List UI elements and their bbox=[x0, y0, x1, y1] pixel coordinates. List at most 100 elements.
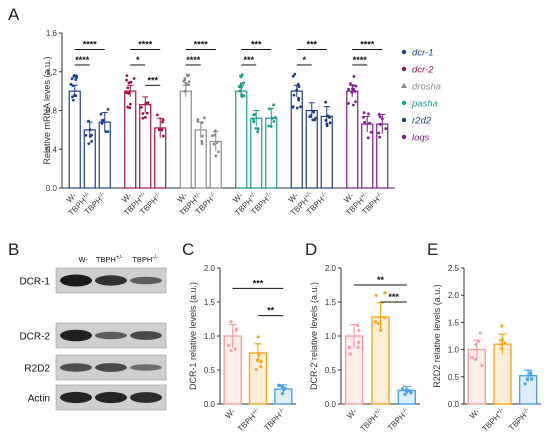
data-point bbox=[347, 345, 351, 349]
y-tick-label: 1.0 bbox=[448, 346, 460, 355]
data-point bbox=[239, 82, 243, 86]
panel-d-dcr2-chart: 0.0 0.5 1.0 1.5 2.0 DCR-2 relative levels (a.… bbox=[309, 264, 420, 434]
data-point bbox=[297, 85, 301, 88]
data-point bbox=[129, 80, 133, 84]
data-point bbox=[200, 121, 204, 125]
data-point bbox=[349, 82, 352, 86]
data-point bbox=[90, 140, 93, 143]
y-axis-title: DCR-2 relative levels (a.u.) bbox=[309, 282, 319, 390]
data-point bbox=[161, 134, 165, 138]
x-tick-label: W- bbox=[224, 407, 238, 421]
blot-row-label: DCR-2 bbox=[19, 332, 50, 343]
bar bbox=[194, 129, 207, 189]
y-tick-label: 1.6 bbox=[46, 29, 58, 38]
y-axis-title-a: Relative mRNA leves (a.u.) bbox=[42, 56, 52, 164]
data-point bbox=[187, 80, 191, 83]
significance-label: **** bbox=[360, 39, 375, 49]
data-point bbox=[299, 105, 302, 109]
data-point bbox=[106, 108, 110, 111]
significance-label: * bbox=[302, 55, 306, 65]
data-point bbox=[325, 124, 329, 128]
data-point bbox=[473, 357, 478, 362]
data-point bbox=[351, 103, 355, 107]
data-point bbox=[478, 331, 482, 335]
data-point bbox=[240, 85, 243, 89]
data-point bbox=[273, 116, 277, 119]
data-point bbox=[271, 116, 274, 120]
significance-label: *** bbox=[306, 39, 317, 49]
data-point bbox=[74, 78, 78, 82]
data-point bbox=[351, 87, 354, 91]
data-point bbox=[367, 112, 370, 116]
data-point bbox=[354, 84, 358, 88]
y-tick-label: 0.0 bbox=[325, 400, 337, 409]
data-point bbox=[324, 118, 328, 122]
data-point bbox=[141, 112, 145, 115]
panel-letter-d: D bbox=[305, 240, 317, 259]
y-axis-title: DCR-1 relative levels (a.u.) bbox=[188, 282, 198, 390]
blot-row-label: Actin bbox=[28, 394, 50, 405]
data-point bbox=[356, 324, 360, 328]
data-point bbox=[87, 142, 91, 146]
data-point bbox=[257, 353, 261, 357]
data-point bbox=[474, 343, 478, 347]
data-point bbox=[254, 126, 258, 130]
data-point bbox=[242, 81, 246, 85]
data-point bbox=[280, 392, 285, 396]
bar bbox=[179, 90, 192, 189]
panel-a-mrna-chart: 0.0 0.4 0.8 1.2 1.6 Relative mRNA leves (a.u.… bbox=[42, 29, 441, 218]
data-point bbox=[353, 90, 357, 93]
data-point bbox=[145, 111, 149, 115]
data-point bbox=[196, 119, 200, 123]
y-tick-label: 1.2 bbox=[46, 68, 58, 77]
data-point bbox=[252, 120, 256, 124]
bar bbox=[265, 117, 278, 189]
data-point bbox=[211, 134, 214, 138]
blot-band bbox=[60, 363, 92, 372]
panel-e-r2d2-chart: 0.0 0.5 1.0 1.5 2.0 2.5 R2D2 relative levels (… bbox=[432, 264, 541, 434]
data-point bbox=[213, 133, 217, 137]
panel-letter-c: C bbox=[182, 240, 194, 259]
data-point bbox=[351, 84, 355, 87]
data-point bbox=[139, 105, 143, 109]
blot-band bbox=[130, 331, 162, 340]
y-axis-title: R2D2 relative levels (a.u.) bbox=[432, 284, 442, 388]
data-point bbox=[328, 121, 332, 125]
data-point bbox=[88, 134, 92, 138]
data-point bbox=[254, 367, 258, 372]
data-point bbox=[378, 115, 382, 119]
data-point bbox=[377, 112, 381, 116]
data-point bbox=[377, 131, 381, 135]
data-point bbox=[292, 93, 296, 97]
data-point bbox=[239, 89, 242, 93]
data-point bbox=[101, 118, 105, 122]
data-point bbox=[256, 127, 260, 131]
legend-label: r2d2 bbox=[412, 116, 432, 127]
legend-label: drosha bbox=[412, 82, 441, 93]
data-point bbox=[88, 128, 92, 132]
data-point bbox=[362, 115, 365, 119]
data-point bbox=[184, 83, 188, 87]
data-point bbox=[201, 134, 204, 138]
data-point bbox=[71, 98, 75, 102]
legend-marker bbox=[401, 134, 407, 140]
data-point bbox=[470, 355, 474, 360]
data-point bbox=[378, 328, 383, 332]
significance-label: **** bbox=[194, 39, 209, 49]
legend-label: dcr-2 bbox=[412, 65, 434, 76]
blot-band bbox=[60, 391, 92, 404]
data-point bbox=[217, 150, 220, 154]
x-tick-label: TBPH+/- bbox=[236, 407, 263, 434]
data-point bbox=[295, 88, 299, 92]
x-tick-label: TBPH-/- bbox=[262, 407, 287, 432]
data-point bbox=[500, 342, 504, 347]
legend-label: pasha bbox=[411, 99, 438, 110]
data-point bbox=[125, 78, 129, 82]
data-point bbox=[373, 320, 378, 324]
data-point bbox=[291, 74, 295, 78]
data-point bbox=[252, 117, 255, 121]
data-point bbox=[200, 142, 204, 146]
panel-letter-b: B bbox=[8, 240, 19, 259]
data-point bbox=[128, 90, 132, 94]
data-point bbox=[146, 101, 150, 105]
